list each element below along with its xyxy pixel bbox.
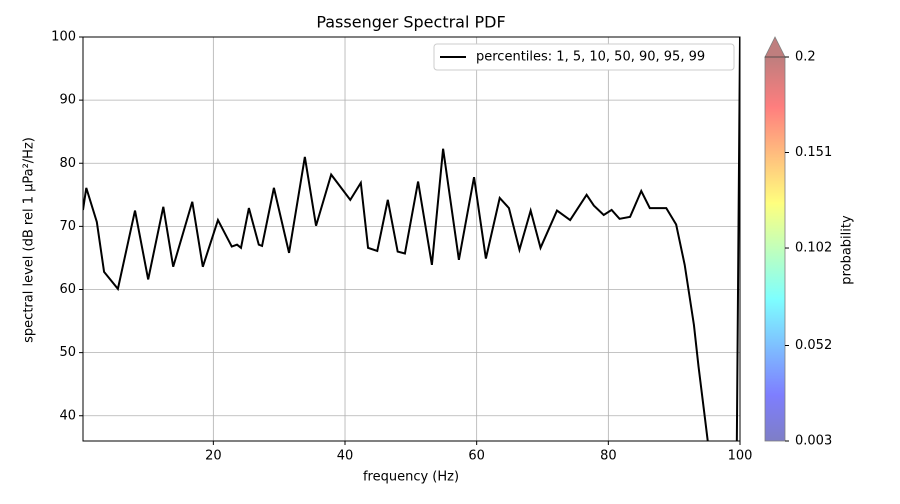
colorbar-label: probability <box>840 215 855 285</box>
y-tick-label: 80 <box>59 156 76 171</box>
legend: percentiles: 1, 5, 10, 50, 90, 95, 99 <box>433 43 735 71</box>
colorbar-extend <box>764 36 786 58</box>
y-tick-label: 60 <box>59 282 76 297</box>
x-tick-label: 60 <box>468 449 485 464</box>
y-axis-label: spectral level (dB rel 1 µPa²/Hz) <box>22 137 37 343</box>
x-tick-label: 80 <box>600 449 617 464</box>
colorbar-tick-label: 0.003 <box>795 434 832 449</box>
legend-label: percentiles: 1, 5, 10, 50, 90, 95, 99 <box>476 50 705 65</box>
x-axis-label: frequency (Hz) <box>363 470 459 485</box>
plot-frame <box>82 36 741 442</box>
y-tick-label: 90 <box>59 93 76 108</box>
chart-title: Passenger Spectral PDF <box>316 13 505 32</box>
colorbar-tick-label: 0.052 <box>795 338 832 353</box>
legend-box <box>433 43 735 71</box>
colorbar <box>764 56 786 442</box>
series-line <box>83 37 740 441</box>
y-tick-label: 100 <box>51 30 76 45</box>
y-tick-label: 50 <box>59 345 76 360</box>
y-tick-label: 40 <box>59 408 76 423</box>
y-tick-label: 70 <box>59 219 76 234</box>
colorbar-tick-label: 0.151 <box>795 145 832 160</box>
colorbar-tick-label: 0.102 <box>795 241 832 256</box>
x-tick-label: 20 <box>205 449 222 464</box>
x-tick-label: 100 <box>728 449 753 464</box>
colorbar-tick-label: 0.2 <box>795 50 816 65</box>
x-tick-label: 40 <box>337 449 354 464</box>
